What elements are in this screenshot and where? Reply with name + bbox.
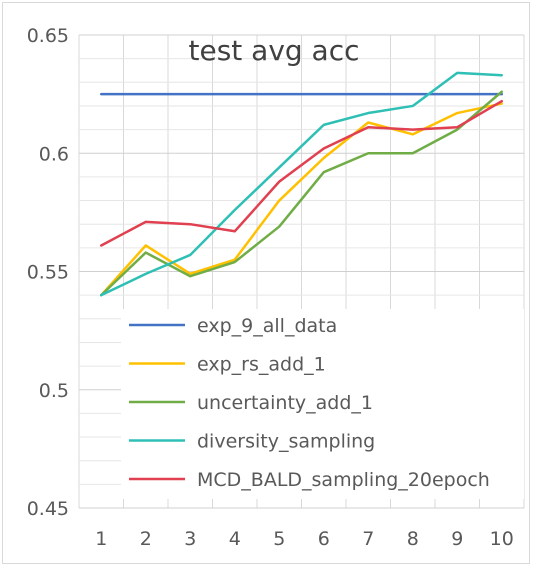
- x-tick-label: 6: [318, 528, 330, 550]
- series-line: [100, 99, 503, 247]
- y-axis-tick-labels: 0.45 0.5 0.55 0.6 0.65: [27, 25, 69, 520]
- series-lines: [100, 71, 503, 297]
- line-chart: 0.45 0.5 0.55 0.6 0.65 1 2 3 4 5 6 7 8 9 10 test avg …: [27, 25, 525, 550]
- chart-title: test avg acc: [188, 34, 359, 67]
- x-axis-tick-labels: 1 2 3 4 5 6 7 8 9 10: [95, 528, 514, 550]
- x-tick-label: 1: [95, 528, 107, 550]
- x-tick-label: 2: [140, 528, 152, 550]
- x-tick-label: 5: [273, 528, 285, 550]
- x-tick-label: 7: [362, 528, 374, 550]
- series-line: [100, 71, 503, 297]
- legend-label: diversity_sampling: [197, 431, 375, 453]
- y-tick-label: 0.65: [27, 25, 69, 47]
- legend-background: [121, 309, 524, 499]
- x-tick-label: 3: [184, 528, 196, 550]
- legend-label: exp_9_all_data: [197, 315, 337, 337]
- y-tick-label: 0.6: [39, 143, 69, 165]
- x-tick-label: 4: [229, 528, 241, 550]
- legend-label: exp_rs_add_1: [197, 354, 326, 376]
- y-tick-label: 0.5: [39, 380, 69, 402]
- legend-label: MCD_BALD_sampling_20epoch: [197, 469, 490, 491]
- legend: exp_9_all_data exp_rs_add_1 uncertainty_ad…: [121, 309, 524, 499]
- series-line: [100, 102, 503, 297]
- x-tick-label: 8: [407, 528, 419, 550]
- y-tick-label: 0.55: [27, 262, 69, 284]
- legend-label: uncertainty_add_1: [197, 392, 373, 414]
- y-tick-label: 0.45: [27, 498, 69, 520]
- x-tick-label: 10: [490, 528, 514, 550]
- chart-frame: 0.45 0.5 0.55 0.6 0.65 1 2 3 4 5 6 7 8 9 10 test avg …: [2, 2, 530, 564]
- x-tick-label: 9: [451, 528, 463, 550]
